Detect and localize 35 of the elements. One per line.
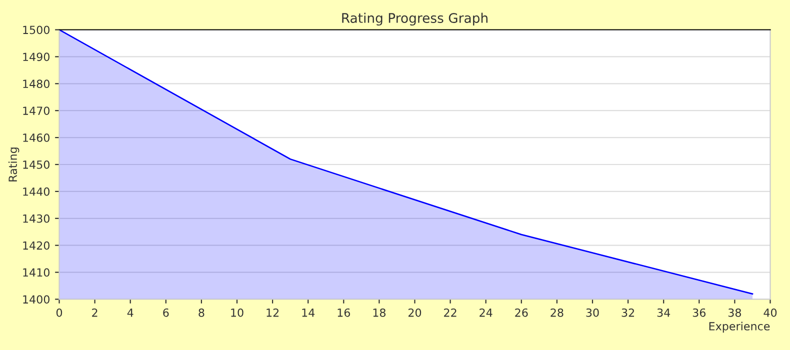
y-tick-label: 1500 [23, 26, 50, 34]
y-tick-label: 1470 [23, 106, 50, 115]
x-tick-label: 36 [692, 308, 706, 317]
y-tick-label: 1490 [23, 52, 50, 62]
y-tick-label: 1410 [23, 268, 50, 277]
x-tick-label: 38 [728, 308, 742, 317]
y-tick-label: 1430 [23, 214, 50, 223]
x-tick-label: 18 [373, 308, 386, 317]
x-axis-title: Experience [709, 322, 770, 333]
x-tick-label: 0 [56, 308, 62, 317]
x-tick-label: 28 [550, 308, 564, 317]
x-tick-label: 14 [302, 308, 315, 317]
y-tick-label: 1460 [23, 134, 50, 142]
y-tick-label: 1440 [23, 187, 50, 196]
x-tick-label: 26 [515, 308, 528, 317]
x-tick-label: 8 [198, 308, 204, 317]
x-tick-label: 12 [266, 308, 279, 317]
x-tick-label: 34 [657, 308, 670, 317]
y-tick-label: 1480 [23, 80, 50, 88]
x-tick-label: 30 [586, 308, 599, 317]
y-tick-label: 1400 [23, 295, 50, 304]
y-tick-label: 1420 [23, 241, 50, 250]
x-tick-label: 2 [92, 308, 98, 317]
x-tick-label: 24 [480, 308, 492, 317]
x-tick-label: 40 [764, 308, 777, 317]
x-tick-label: 6 [163, 308, 169, 317]
y-axis-title: Rating [8, 148, 20, 182]
x-tick-label: 22 [444, 308, 456, 317]
x-tick-label: 16 [338, 308, 350, 317]
x-tick-label: 10 [231, 308, 244, 317]
x-tick-label: 32 [622, 308, 634, 317]
x-tick-label: 20 [408, 308, 422, 317]
x-tick-label: 4 [127, 308, 134, 317]
chart-title: Rating Progress Graph [342, 12, 488, 26]
y-tick-label: 1450 [23, 160, 50, 169]
